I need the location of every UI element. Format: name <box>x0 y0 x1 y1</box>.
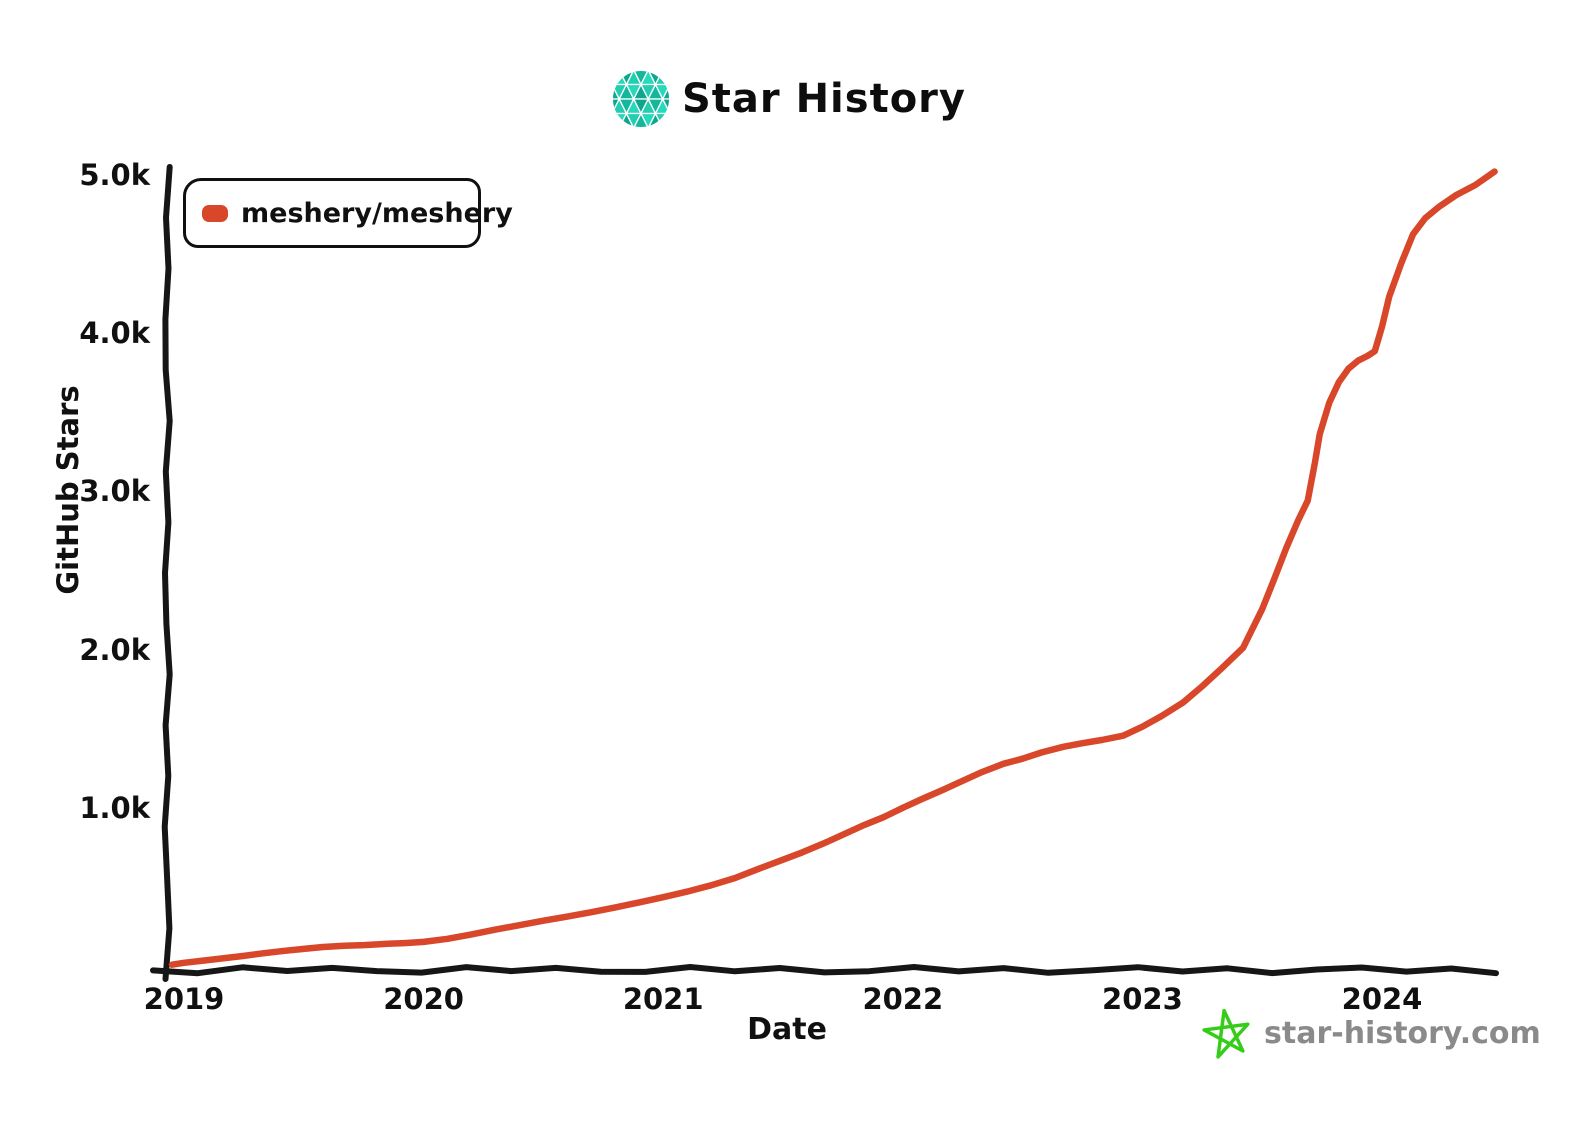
page-title: Star History <box>682 76 966 122</box>
x-tick-label-2024: 2024 <box>1341 982 1423 1016</box>
y-axis-line <box>161 164 173 982</box>
watermark-link[interactable]: star-history.com <box>1202 1006 1541 1060</box>
watermark-label: star-history.com <box>1264 1015 1541 1051</box>
y-tick-label-1.0k: 1.0k <box>79 790 150 825</box>
legend-box[interactable]: meshery/meshery <box>183 178 513 248</box>
green-star-icon <box>1202 1008 1250 1059</box>
x-tick-label-2021: 2021 <box>622 982 704 1016</box>
x-tick-label-2022: 2022 <box>862 982 944 1016</box>
x-tick-label-2020: 2020 <box>383 982 464 1016</box>
x-tick-label-2019: 2019 <box>143 982 225 1016</box>
x-tick-label-2023: 2023 <box>1102 982 1183 1016</box>
y-tick-label-4.0k: 4.0k <box>79 316 150 350</box>
y-tick-label-2.0k: 2.0k <box>79 632 150 667</box>
star-history-logo-icon <box>612 70 670 128</box>
series-line-meshery <box>168 168 1498 968</box>
legend-series-label: meshery/meshery <box>241 197 513 229</box>
y-tick-label-5.0k: 5.0k <box>79 157 150 192</box>
x-axis-title: Date <box>747 1012 827 1047</box>
x-axis-line <box>150 964 1499 977</box>
legend-series-marker <box>202 204 228 222</box>
y-tick-label-3.0k: 3.0k <box>79 474 150 509</box>
chart-header: Star History <box>612 70 966 128</box>
